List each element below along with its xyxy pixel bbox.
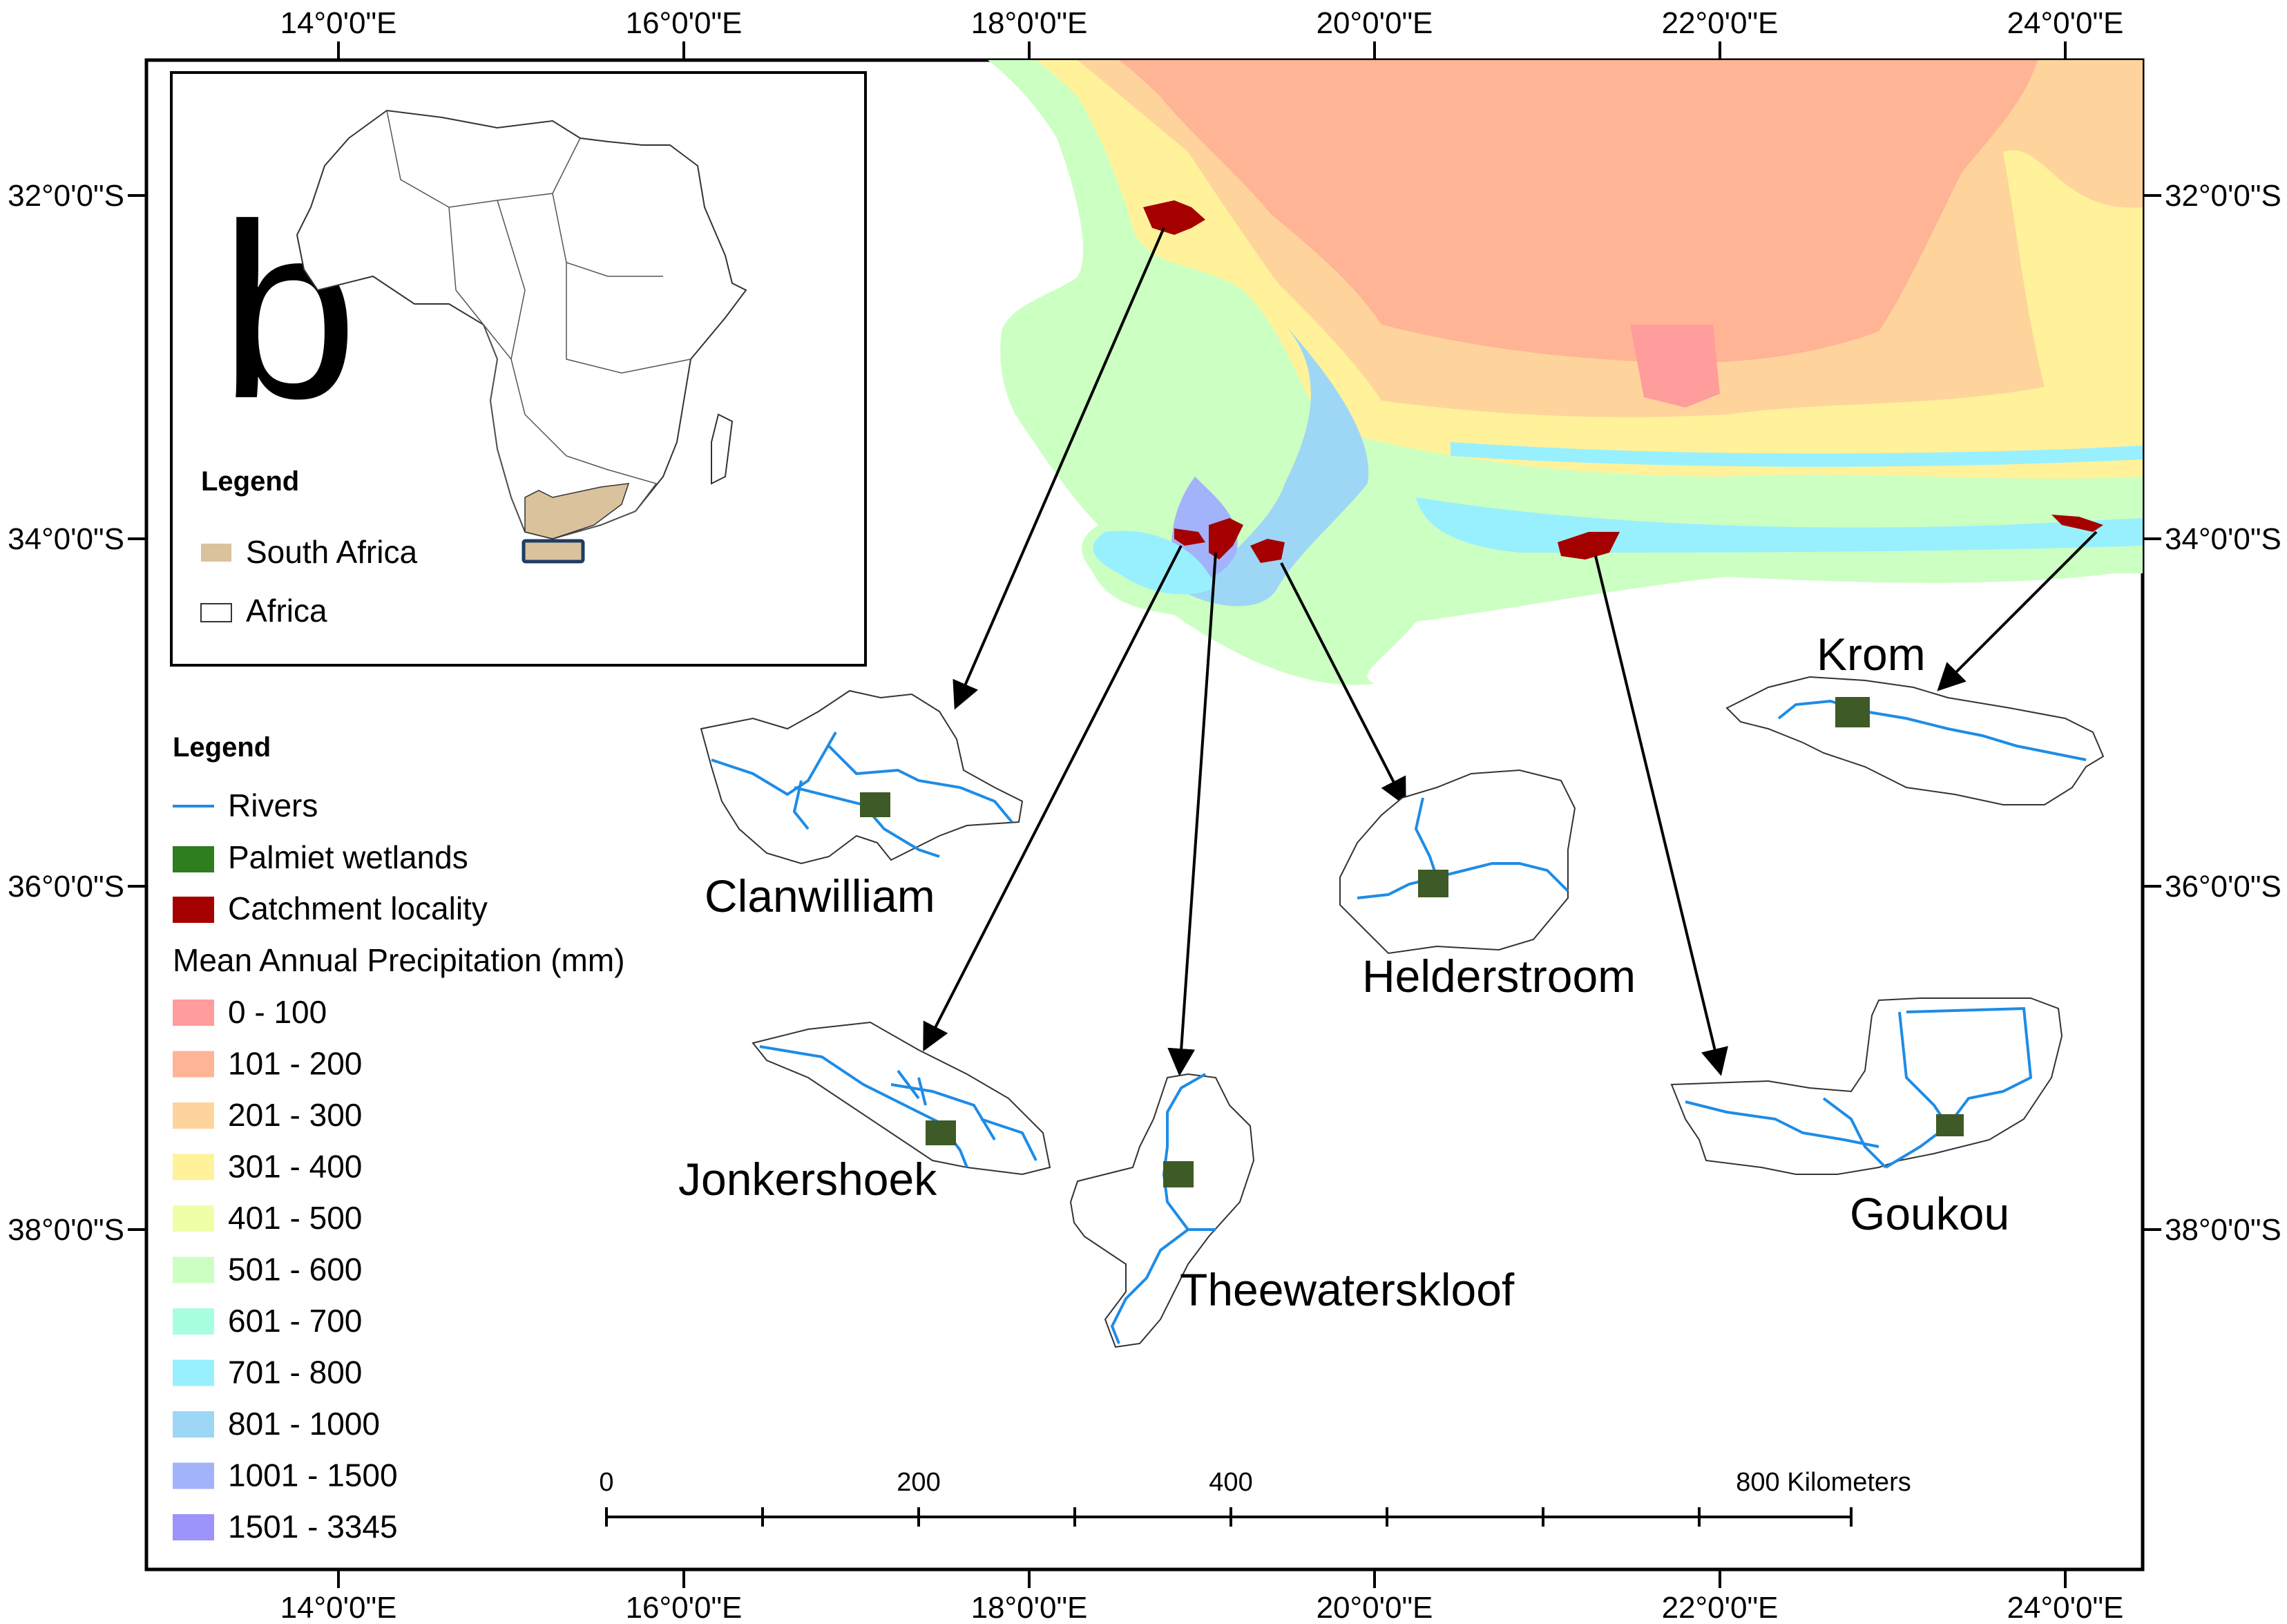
- locality-clanwilliam: [1143, 200, 1205, 235]
- catchment-clanwilliam: Clanwilliam: [700, 689, 1024, 921]
- legend-label-south-africa: South Africa: [246, 534, 417, 570]
- catchment-theewaterskloof: Theewaterskloof: [1069, 1073, 1515, 1348]
- locality-theewaterskloof: [1209, 518, 1243, 560]
- legend-label-rivers: Rivers: [228, 787, 318, 823]
- lon-label-top-4: 22°0'0"E: [1662, 6, 1779, 40]
- lon-label-bottom-1: 16°0'0"E: [626, 1591, 743, 1624]
- catchment-jonkershoek: Jonkershoek: [678, 1021, 1051, 1205]
- locality-helderstroom: [1250, 539, 1285, 563]
- legend-title: Legend: [173, 732, 271, 763]
- precip-label-5: 501 - 600: [228, 1252, 362, 1288]
- south-africa-shape: [524, 483, 630, 539]
- precip-label-0: 0 - 100: [228, 994, 327, 1030]
- lon-label-bottom-5: 24°0'0"E: [2007, 1591, 2124, 1624]
- catchment-label-krom: Krom: [1817, 629, 1926, 680]
- lon-label-top-2: 18°0'0"E: [971, 6, 1088, 40]
- precip-swatch-4: [173, 1205, 214, 1232]
- legend-swatch-africa: [200, 603, 232, 622]
- lat-label-right-1: 34°0'0"S: [2165, 522, 2281, 556]
- legend-swatch-catchment: [173, 897, 214, 923]
- precip-label-10: 1501 - 3345: [228, 1509, 398, 1545]
- arrow-clanwilliam: [953, 227, 1165, 710]
- arrow-goukou: [1594, 555, 1728, 1076]
- catchment-goukou: Goukou: [1670, 997, 2063, 1239]
- lat-label-left-2: 36°0'0"S: [8, 870, 124, 904]
- catchment-label-helderstroom: Helderstroom: [1362, 950, 1636, 1002]
- arrow-theewaterskloof: [1167, 552, 1217, 1076]
- lat-label-right-0: 32°0'0"S: [2165, 179, 2281, 213]
- precip-class-list: 0 - 100 101 - 200 201 - 300 301 - 400 401 - …: [173, 994, 398, 1545]
- lon-label-bottom-4: 22°0'0"E: [1662, 1591, 1779, 1624]
- catchment-label-theewaterskloof: Theewaterskloof: [1180, 1264, 1515, 1315]
- arrow-jonkershoek: [923, 545, 1183, 1052]
- legend-swatch-palmiet: [173, 846, 214, 872]
- graticule-labels: 14°0'0"E 14°0'0"E 16°0'0"E 16°0'0"E 18°0'0"E…: [8, 6, 2281, 1624]
- locality-arrows: [923, 227, 2098, 1076]
- africa-outline: [296, 109, 747, 540]
- catchment-label-jonkershoek: Jonkershoek: [678, 1154, 937, 1205]
- arrow-krom: [1937, 531, 2098, 691]
- lon-label-top-1: 16°0'0"E: [626, 6, 743, 40]
- locality-krom: [2051, 515, 2103, 532]
- catchment-localities: [1143, 200, 2103, 563]
- locality-jonkershoek: [1174, 528, 1205, 546]
- inset-africa-map: b Legend South Africa Africa: [170, 71, 867, 667]
- lat-label-left-1: 34°0'0"S: [8, 522, 124, 556]
- lon-label-top-0: 14°0'0"E: [280, 6, 397, 40]
- graticule-ticks: [128, 41, 2161, 1588]
- precip-label-1: 101 - 200: [228, 1046, 362, 1082]
- precip-label-2: 201 - 300: [228, 1097, 362, 1133]
- lon-label-bottom-3: 20°0'0"E: [1317, 1591, 1433, 1624]
- precip-label-3: 301 - 400: [228, 1149, 362, 1185]
- precip-swatch-10: [173, 1514, 214, 1540]
- lon-label-top-3: 20°0'0"E: [1317, 6, 1433, 40]
- precip-label-9: 1001 - 1500: [228, 1458, 398, 1493]
- scale-bar: 0 200 400 800 Kilometers: [599, 1468, 1911, 1527]
- catchment-helderstroom: Helderstroom: [1339, 769, 1636, 1002]
- lat-label-right-3: 38°0'0"S: [2165, 1213, 2281, 1247]
- inset-legend-title: Legend: [201, 466, 299, 497]
- scale-label-200: 200: [897, 1468, 940, 1497]
- scale-label-800-km: 800 Kilometers: [1736, 1468, 1911, 1497]
- lat-label-left-3: 38°0'0"S: [8, 1213, 124, 1247]
- precip-swatch-5: [173, 1257, 214, 1283]
- arrow-helderstroom: [1280, 562, 1406, 807]
- legend-label-palmiet: Palmiet wetlands: [228, 839, 468, 875]
- precip-swatch-2: [173, 1102, 214, 1129]
- locality-goukou: [1558, 532, 1620, 560]
- precip-label-8: 801 - 1000: [228, 1406, 380, 1442]
- precip-swatch-1: [173, 1051, 214, 1078]
- legend-swatch-south-africa: [201, 544, 231, 562]
- precip-swatch-0: [173, 1000, 214, 1026]
- lon-label-bottom-0: 14°0'0"E: [280, 1591, 397, 1624]
- scale-label-400: 400: [1209, 1468, 1252, 1497]
- madagascar-outline: [711, 413, 734, 485]
- catchment-label-goukou: Goukou: [1850, 1188, 2009, 1239]
- precip-label-6: 601 - 700: [228, 1303, 362, 1339]
- lon-label-top-5: 24°0'0"E: [2007, 6, 2124, 40]
- precipitation-raster: [988, 60, 2143, 685]
- main-legend: Legend Rivers Palmiet wetlands Catchment…: [173, 732, 625, 1545]
- study-area-box: [521, 539, 585, 564]
- catchment-label-clanwilliam: Clanwilliam: [705, 870, 935, 921]
- precip-swatch-3: [173, 1154, 214, 1181]
- lat-label-right-2: 36°0'0"S: [2165, 870, 2281, 904]
- catchment-krom: Krom: [1725, 629, 2105, 805]
- precip-swatch-8: [173, 1411, 214, 1437]
- precip-swatch-6: [173, 1308, 214, 1335]
- lat-label-left-0: 32°0'0"S: [8, 179, 124, 213]
- lon-label-bottom-2: 18°0'0"E: [971, 1591, 1088, 1624]
- legend-precip-title: Mean Annual Precipitation (mm): [173, 942, 625, 978]
- precip-swatch-9: [173, 1462, 214, 1489]
- scale-label-0: 0: [599, 1468, 613, 1497]
- legend-label-africa: Africa: [246, 593, 327, 629]
- precip-label-4: 401 - 500: [228, 1200, 362, 1236]
- legend-label-catchment: Catchment locality: [228, 890, 488, 926]
- precip-label-7: 701 - 800: [228, 1355, 362, 1391]
- precip-swatch-7: [173, 1359, 214, 1386]
